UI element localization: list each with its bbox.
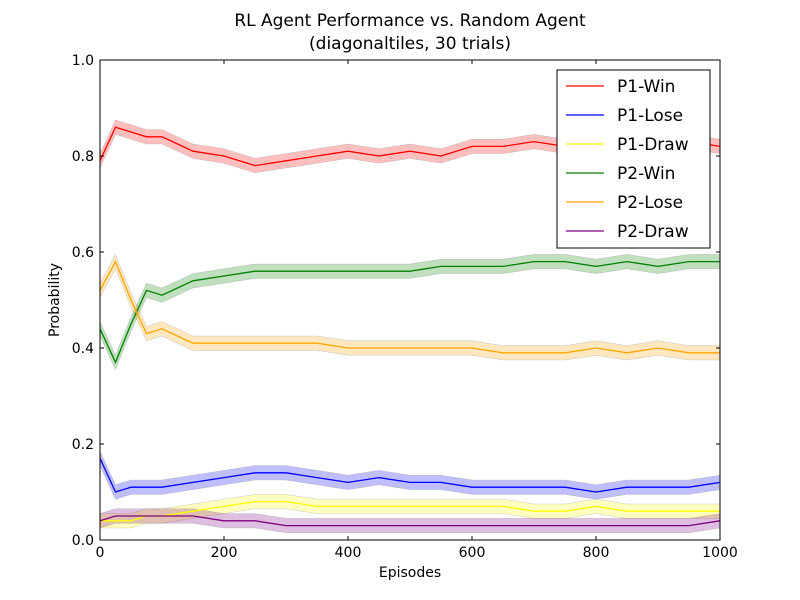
legend-label: P1-Draw <box>617 135 689 155</box>
chart-title: RL Agent Performance vs. Random Agent <box>234 11 586 31</box>
y-axis-label: Probability <box>47 263 63 337</box>
band-p1-lose <box>99 451 721 500</box>
y-tick-label: 1.0 <box>72 53 94 69</box>
x-axis: 0 200 400 600 800 1000 <box>96 60 738 561</box>
series-line-p2-draw <box>99 515 721 527</box>
y-tick-label: 0.6 <box>72 245 94 261</box>
legend-entry-p1-draw: P1-Draw <box>566 135 689 155</box>
y-tick-label: 0.0 <box>72 533 94 549</box>
y-tick-label: 0.8 <box>72 149 94 165</box>
legend-label: P2-Lose <box>617 193 683 213</box>
legend-box <box>556 69 711 249</box>
plot-area-frame <box>99 59 721 541</box>
series-line-p2-win <box>99 260 720 365</box>
legend-entry-p2-draw: P2-Draw <box>566 222 689 242</box>
legend-entry-p2-lose: P2-Lose <box>566 193 683 213</box>
x-axis-label: Episodes <box>379 565 441 581</box>
y-tick-label: 0.2 <box>72 437 94 453</box>
x-tick-label: 1000 <box>702 545 738 561</box>
legend-entry-p1-lose: P1-Lose <box>566 106 683 126</box>
legend-label: P2-Win <box>617 164 675 184</box>
x-tick-label: 0 <box>96 545 105 561</box>
legend-entry-p2-win: P2-Win <box>566 164 675 184</box>
legend: P1-Win P1-Lose P1-Draw P2-Win P2-Lose P2-Draw <box>556 69 711 249</box>
y-tick-label: 0.4 <box>72 341 94 357</box>
legend-label: P1-Win <box>617 77 675 97</box>
x-tick-label: 400 <box>335 545 362 561</box>
y-axis: 0.0 0.2 0.4 0.6 0.8 1.0 <box>72 53 720 549</box>
series-line-p1-lose <box>99 458 721 493</box>
series-line-p2-lose <box>99 260 720 354</box>
x-tick-label: 200 <box>211 545 238 561</box>
legend-label: P1-Lose <box>617 106 683 126</box>
chart-subtitle: (diagonaltiles, 30 trials) <box>309 34 511 54</box>
x-tick-label: 600 <box>459 545 486 561</box>
x-tick-label: 800 <box>583 545 610 561</box>
legend-entry-p1-win: P1-Win <box>566 77 675 97</box>
legend-label: P2-Draw <box>617 222 689 242</box>
